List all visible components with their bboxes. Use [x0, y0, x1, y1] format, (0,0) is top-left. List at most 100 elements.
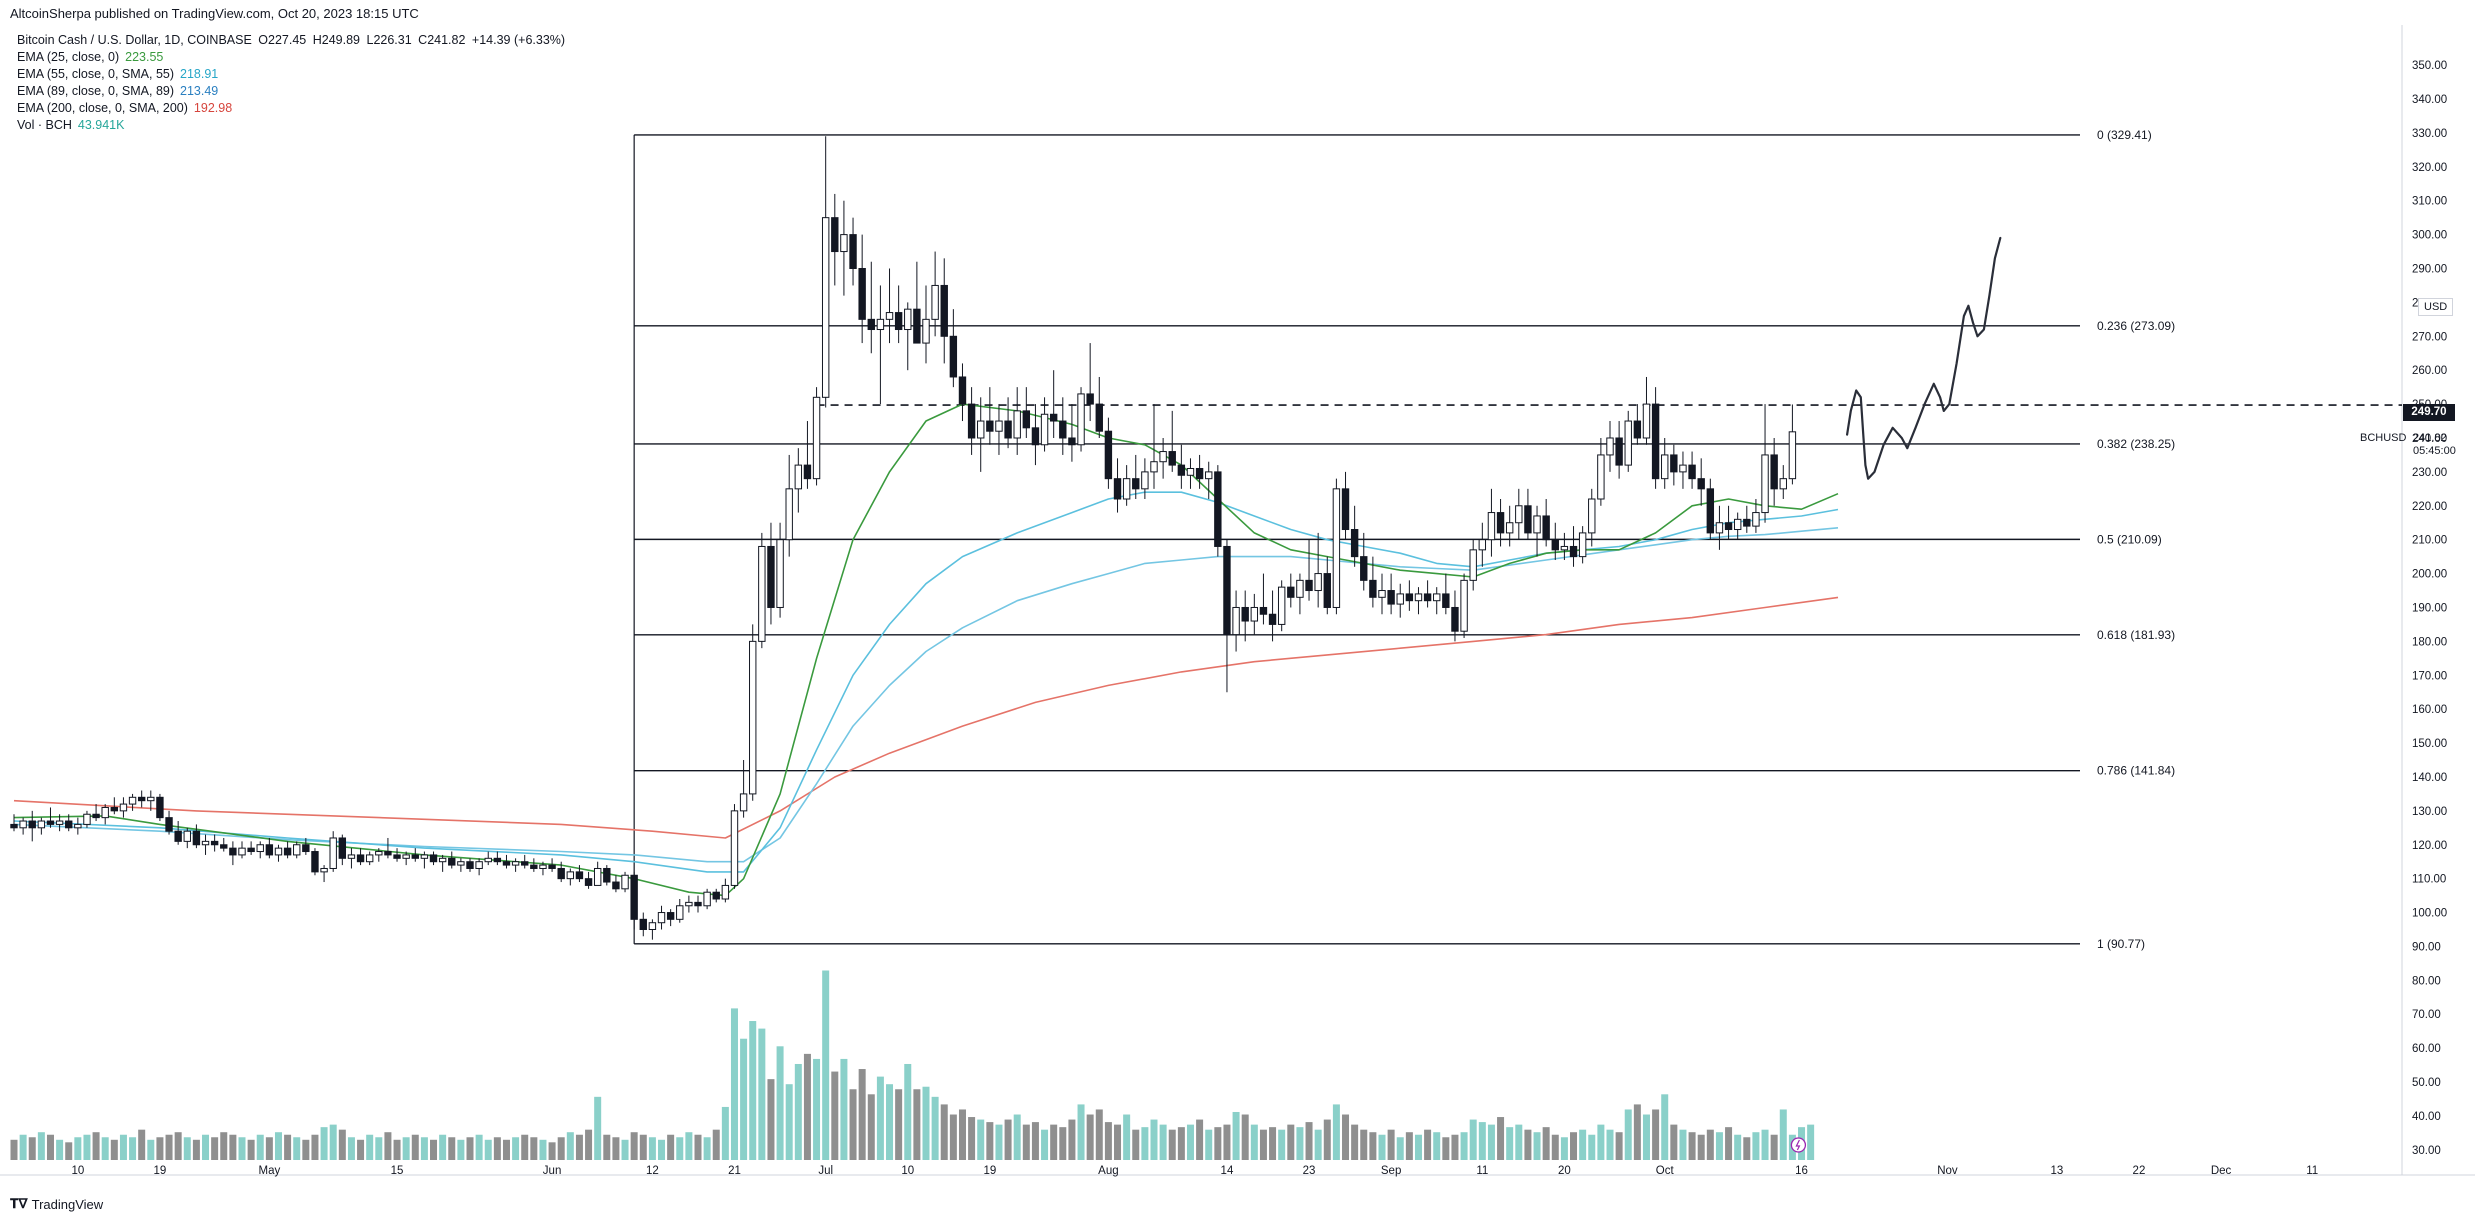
fib-level-label: 1 (90.77) [2097, 937, 2145, 951]
volume-bar [1086, 1114, 1094, 1160]
x-tick-label: 20 [1558, 1165, 1571, 1177]
volume-bar [512, 1137, 520, 1160]
candle-body [1369, 579, 1377, 598]
volume-bar [676, 1137, 684, 1160]
candle-body [1268, 613, 1277, 625]
candle-body [749, 640, 757, 795]
indicator-volume[interactable]: Vol · BCH 43.941K [17, 117, 568, 134]
ohlc-high: H249.89 [312, 33, 361, 47]
volume-bar [110, 1139, 118, 1160]
volume-bar [293, 1137, 301, 1160]
indicator-value: 213.49 [180, 84, 219, 98]
volume-bar [165, 1134, 173, 1160]
currency-label[interactable]: USD [2418, 298, 2454, 316]
candle-body [639, 918, 647, 930]
volume-bar [776, 1046, 784, 1160]
candle-body [128, 796, 137, 805]
volume-bar [1570, 1132, 1578, 1160]
y-tick-label: 30.00 [2412, 1145, 2441, 1157]
indicator-value: 223.55 [125, 50, 164, 64]
candle-body [1296, 579, 1304, 598]
candle-body [1451, 606, 1459, 632]
indicator-ema200[interactable]: EMA (200, close, 0, SMA, 200) 192.98 [17, 100, 568, 117]
candle-body [1688, 464, 1696, 480]
volume-bar [1342, 1114, 1350, 1160]
volume-bar [1123, 1114, 1131, 1160]
volume-bar [949, 1114, 957, 1160]
x-tick-label: 19 [154, 1165, 167, 1177]
candle-body [1223, 545, 1231, 636]
x-tick-label: 19 [983, 1165, 996, 1177]
candle-body [1569, 545, 1578, 558]
volume-bar [1752, 1132, 1760, 1160]
symbol-ticker-label: BCHUSD [2360, 432, 2407, 444]
volume-bar [630, 1132, 638, 1160]
y-tick-label: 340.00 [2412, 94, 2447, 106]
candle-body [1396, 593, 1404, 605]
volume-bar [311, 1134, 319, 1160]
candle-body [1004, 420, 1012, 439]
y-tick-label: 320.00 [2412, 162, 2447, 174]
volume-bar [265, 1137, 273, 1160]
candle-body [1542, 515, 1550, 541]
candle-body [913, 308, 921, 344]
candle-body [338, 837, 347, 859]
candle-body [1360, 556, 1368, 581]
volume-bar [1405, 1132, 1413, 1160]
indicator-value: 43.941K [77, 118, 125, 132]
candle-body [767, 545, 775, 608]
volume-bar [603, 1134, 611, 1160]
volume-bar [730, 1008, 738, 1160]
volume-bar [1186, 1124, 1194, 1160]
candle-body [1049, 413, 1058, 422]
volume-bar [1095, 1109, 1103, 1160]
volume-bar [1433, 1132, 1441, 1160]
candle-body [283, 847, 292, 856]
volume-bar [1287, 1124, 1295, 1160]
candle-body [101, 806, 109, 819]
y-tick-label: 110.00 [2412, 874, 2446, 886]
candle-body [812, 396, 821, 480]
volume-bar [74, 1137, 82, 1160]
volume-bar [411, 1134, 419, 1160]
candle-body [147, 796, 155, 802]
volume-bar [1633, 1104, 1641, 1160]
candle-body [365, 854, 374, 863]
indicator-ema55[interactable]: EMA (55, close, 0, SMA, 55) 218.91 [17, 66, 568, 83]
candle-body [612, 881, 620, 890]
candle-body [92, 813, 100, 819]
volume-bar [457, 1139, 465, 1160]
volume-bar [575, 1134, 583, 1160]
candle-body [1588, 498, 1596, 534]
volume-bar [1296, 1127, 1304, 1160]
volume-bar [83, 1134, 91, 1160]
candle-body [28, 820, 36, 829]
candle-body [1697, 478, 1705, 490]
candle-body [511, 861, 520, 866]
volume-bar [274, 1132, 282, 1160]
volume-bar [192, 1139, 200, 1160]
candle-body [1442, 593, 1450, 608]
footer-brand[interactable]: 𝐓∇ TradingView [10, 1196, 103, 1212]
volume-bar [1004, 1119, 1012, 1160]
y-tick-label: 120.00 [2412, 840, 2447, 852]
candle-body [785, 488, 793, 541]
volume-bar [803, 1053, 811, 1160]
candle-body [539, 864, 547, 869]
indicator-ema25[interactable]: EMA (25, close, 0) 223.55 [17, 49, 568, 66]
ohlc-open: O227.45 [258, 33, 307, 47]
volume-bar [1679, 1129, 1687, 1160]
volume-bar [211, 1137, 219, 1160]
candle-body [74, 823, 82, 829]
candle-body [712, 891, 720, 900]
candle-body [1633, 420, 1642, 439]
volume-bar [876, 1076, 884, 1160]
x-tick-label: 23 [1303, 1165, 1316, 1177]
volume-bar [1250, 1124, 1258, 1160]
volume-bar [366, 1134, 374, 1160]
indicator-ema89[interactable]: EMA (89, close, 0, SMA, 89) 213.49 [17, 83, 568, 100]
volume-bar [1524, 1129, 1532, 1160]
y-tick-label: 220.00 [2412, 501, 2447, 513]
tradingview-logo-icon: 𝐓∇ [10, 1196, 28, 1211]
